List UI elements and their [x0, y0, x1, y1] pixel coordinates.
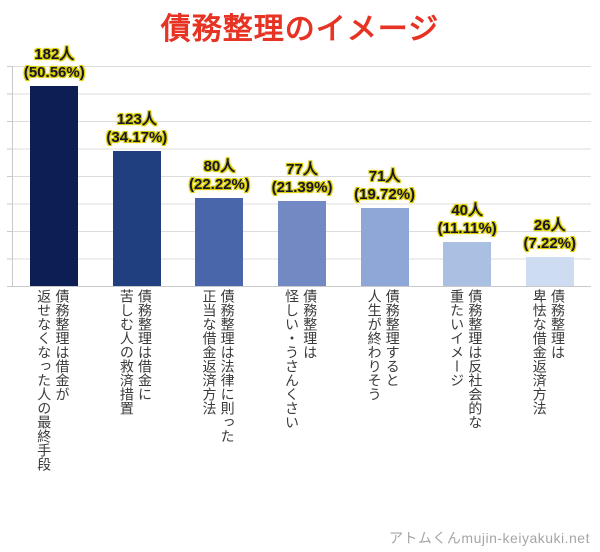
bar-value-label: 40人 (11.11%) [437, 202, 497, 237]
chart-title: 債務整理のイメージ [160, 13, 440, 46]
bar [360, 207, 409, 286]
category-slot: 債務整理は借金が 返せなくなった人の最終手段 [12, 289, 95, 539]
bar-value-label: 26人 (7.22%) [523, 217, 577, 253]
bar-value-label: 123人 (34.17%) [106, 110, 168, 146]
category-label: 債務整理すると 人生が終わりそう [366, 289, 401, 401]
bar [112, 150, 161, 286]
bar [443, 242, 492, 286]
category-label: 債務整理は法律に則った 正当な借金返済方法 [201, 289, 236, 443]
bar-slot: 80人 (22.22%) [178, 66, 261, 286]
bar-value-label: 77人 (21.39%) [271, 161, 333, 197]
category-label: 債務整理は反社会的な 重たいイメージ [449, 289, 484, 429]
bar-slot: 40人 (11.11%) [426, 66, 509, 286]
bar-slot: 123人 (34.17%) [96, 66, 179, 286]
plot-area: 182人 (50.56%) 123人 (34.17%) 80人 (22.22%) 77… [7, 46, 591, 287]
bar [30, 85, 79, 286]
category-label: 債務整理は 怪しい・うさんくさい [284, 289, 319, 429]
category-slot: 債務整理は反社会的な 重たいイメージ [425, 289, 508, 539]
category-label: 債務整理は 卑怯な借金返済方法 [531, 289, 566, 415]
bar [525, 257, 574, 286]
bar [278, 201, 327, 286]
bar-slot: 26人 (7.22%) [508, 66, 591, 286]
bar-value-label: 80人 (22.22%) [189, 158, 250, 193]
category-slot: 債務整理は法律に則った 正当な借金返済方法 [177, 289, 260, 539]
category-slot: 債務整理は 卑怯な借金返済方法 [507, 289, 590, 539]
bar-value-label: 71人 (19.72%) [354, 167, 416, 203]
category-label: 債務整理は借金に 苦しむ人の救済措置 [118, 289, 154, 415]
category-label: 債務整理は借金が 返せなくなった人の最終手段 [36, 289, 71, 471]
category-axis: 債務整理は借金が 返せなくなった人の最終手段 債務整理は借金に 苦しむ人の救済措置… [12, 289, 590, 539]
category-slot: 債務整理は 怪しい・うさんくさい [260, 289, 343, 539]
bar-slot: 182人 (50.56%) [13, 46, 96, 286]
bar-slot: 77人 (21.39%) [261, 66, 344, 286]
category-slot: 債務整理は借金に 苦しむ人の救済措置 [95, 289, 178, 539]
category-slot: 債務整理すると 人生が終わりそう [342, 289, 425, 539]
bar-slot: 71人 (19.72%) [343, 66, 426, 286]
bar [195, 198, 244, 286]
watermark: アトムくんmujin-keiyakuki.net [388, 530, 590, 546]
bar-value-label: 182人 (50.56%) [23, 45, 85, 81]
